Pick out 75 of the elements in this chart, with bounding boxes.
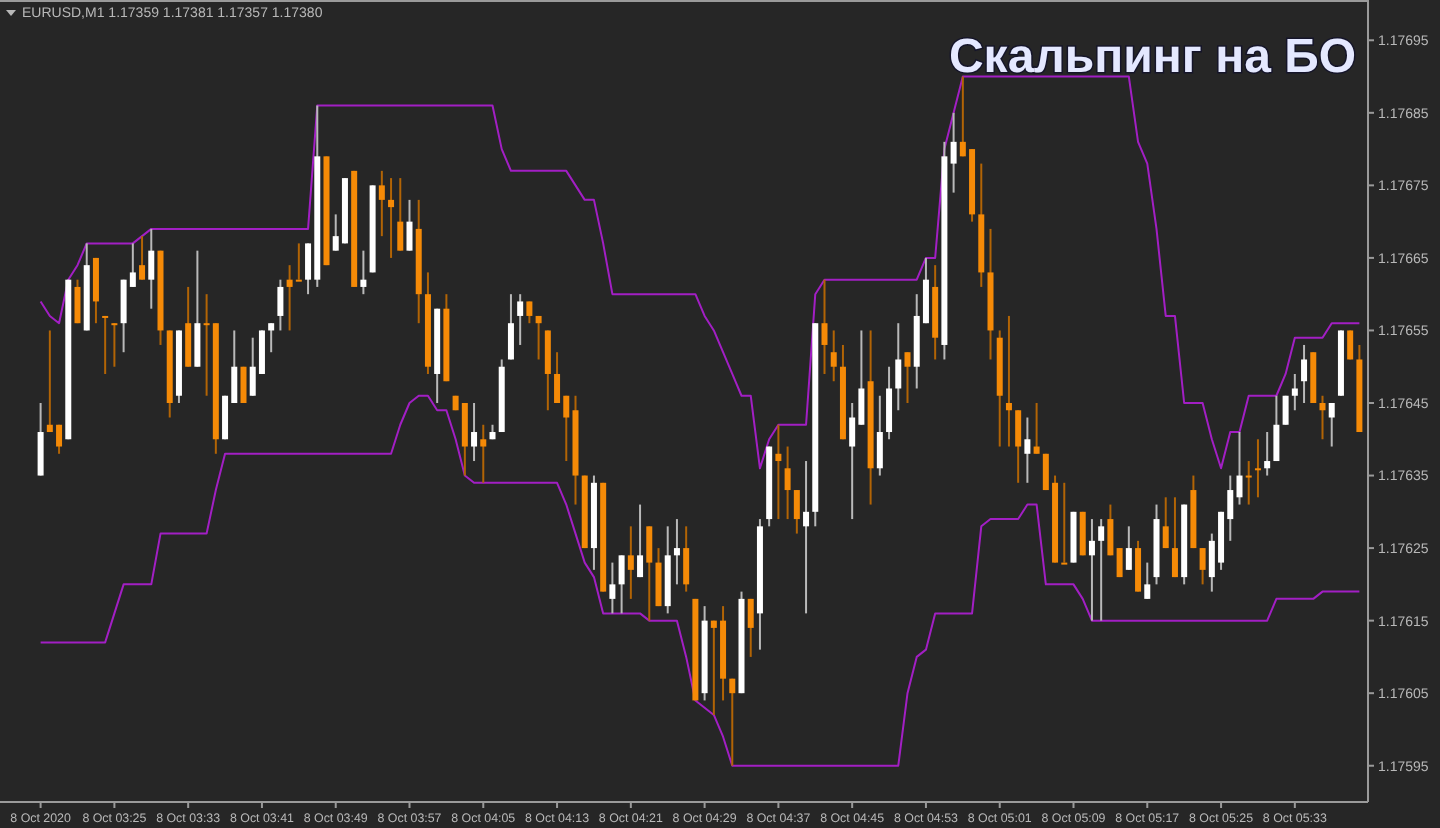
candlestick [1171, 496, 1178, 579]
candlestick [1024, 416, 1031, 484]
candlestick [92, 256, 99, 325]
candlestick [1116, 547, 1123, 579]
candlestick [1291, 372, 1298, 412]
candlestick [295, 242, 302, 282]
candlestick [535, 314, 542, 361]
candlestick [517, 293, 524, 346]
line-series [39, 394, 1361, 767]
candlestick [1328, 402, 1335, 448]
candlestick [1125, 525, 1132, 571]
candlestick [74, 278, 81, 325]
candlestick [1199, 547, 1206, 586]
candlestick [277, 278, 284, 332]
candlestick [148, 227, 155, 310]
candlestick [1061, 481, 1068, 565]
candlestick [544, 329, 551, 412]
candlestick [747, 597, 754, 658]
candlestick [102, 314, 109, 375]
candlestick [904, 351, 911, 404]
candlestick [1245, 460, 1252, 506]
candlestick [775, 423, 782, 521]
candlestick [673, 518, 680, 586]
candlestick [507, 293, 514, 361]
candlestick [397, 177, 404, 252]
candlestick [471, 402, 478, 463]
candlestick [360, 249, 367, 296]
candlestick [388, 177, 395, 259]
candlestick [803, 460, 810, 615]
candlestick [627, 525, 634, 600]
candlestick [618, 554, 625, 615]
candlestick [185, 285, 192, 368]
candlestick [1347, 329, 1354, 361]
candlestick [876, 394, 883, 477]
line-series [39, 75, 1361, 470]
candlestick [461, 402, 468, 477]
candlestick [793, 489, 800, 535]
candlestick [646, 525, 653, 622]
candlestick [268, 322, 275, 354]
candlestick [1005, 314, 1012, 448]
candlestick [378, 169, 385, 238]
candlestick [1144, 561, 1151, 600]
candlestick [729, 677, 736, 767]
candlestick [1264, 431, 1271, 477]
text: Скальпинг на БО [948, 30, 1356, 84]
candlestick [609, 561, 616, 615]
candlestick [1236, 431, 1243, 506]
candlestick [1088, 518, 1095, 622]
candlestick [821, 278, 828, 375]
candlestick [1273, 394, 1280, 463]
candlestick [194, 249, 201, 368]
candlestick [950, 111, 957, 194]
candlestick [895, 322, 902, 412]
candlestick [526, 300, 533, 325]
candlestick [111, 322, 118, 368]
candlestick [1254, 438, 1261, 499]
candlestick [784, 445, 791, 521]
candlestick [406, 198, 413, 252]
candlestick [1015, 409, 1022, 484]
candlestick [1162, 496, 1169, 550]
candlestick [1135, 539, 1142, 593]
candlestick [830, 329, 837, 383]
candlestick [1282, 394, 1289, 426]
candlestick [1033, 402, 1040, 455]
candlestick [655, 547, 662, 608]
candlestick [37, 402, 44, 477]
candlestick [1098, 518, 1105, 622]
candlestick [1301, 343, 1308, 404]
candlestick [1107, 503, 1114, 557]
candlestick [139, 235, 146, 281]
candlestick [1319, 394, 1326, 441]
candlestick [683, 525, 690, 593]
candlestick [637, 503, 644, 579]
candlestick [886, 365, 893, 441]
candlestick [480, 423, 487, 484]
